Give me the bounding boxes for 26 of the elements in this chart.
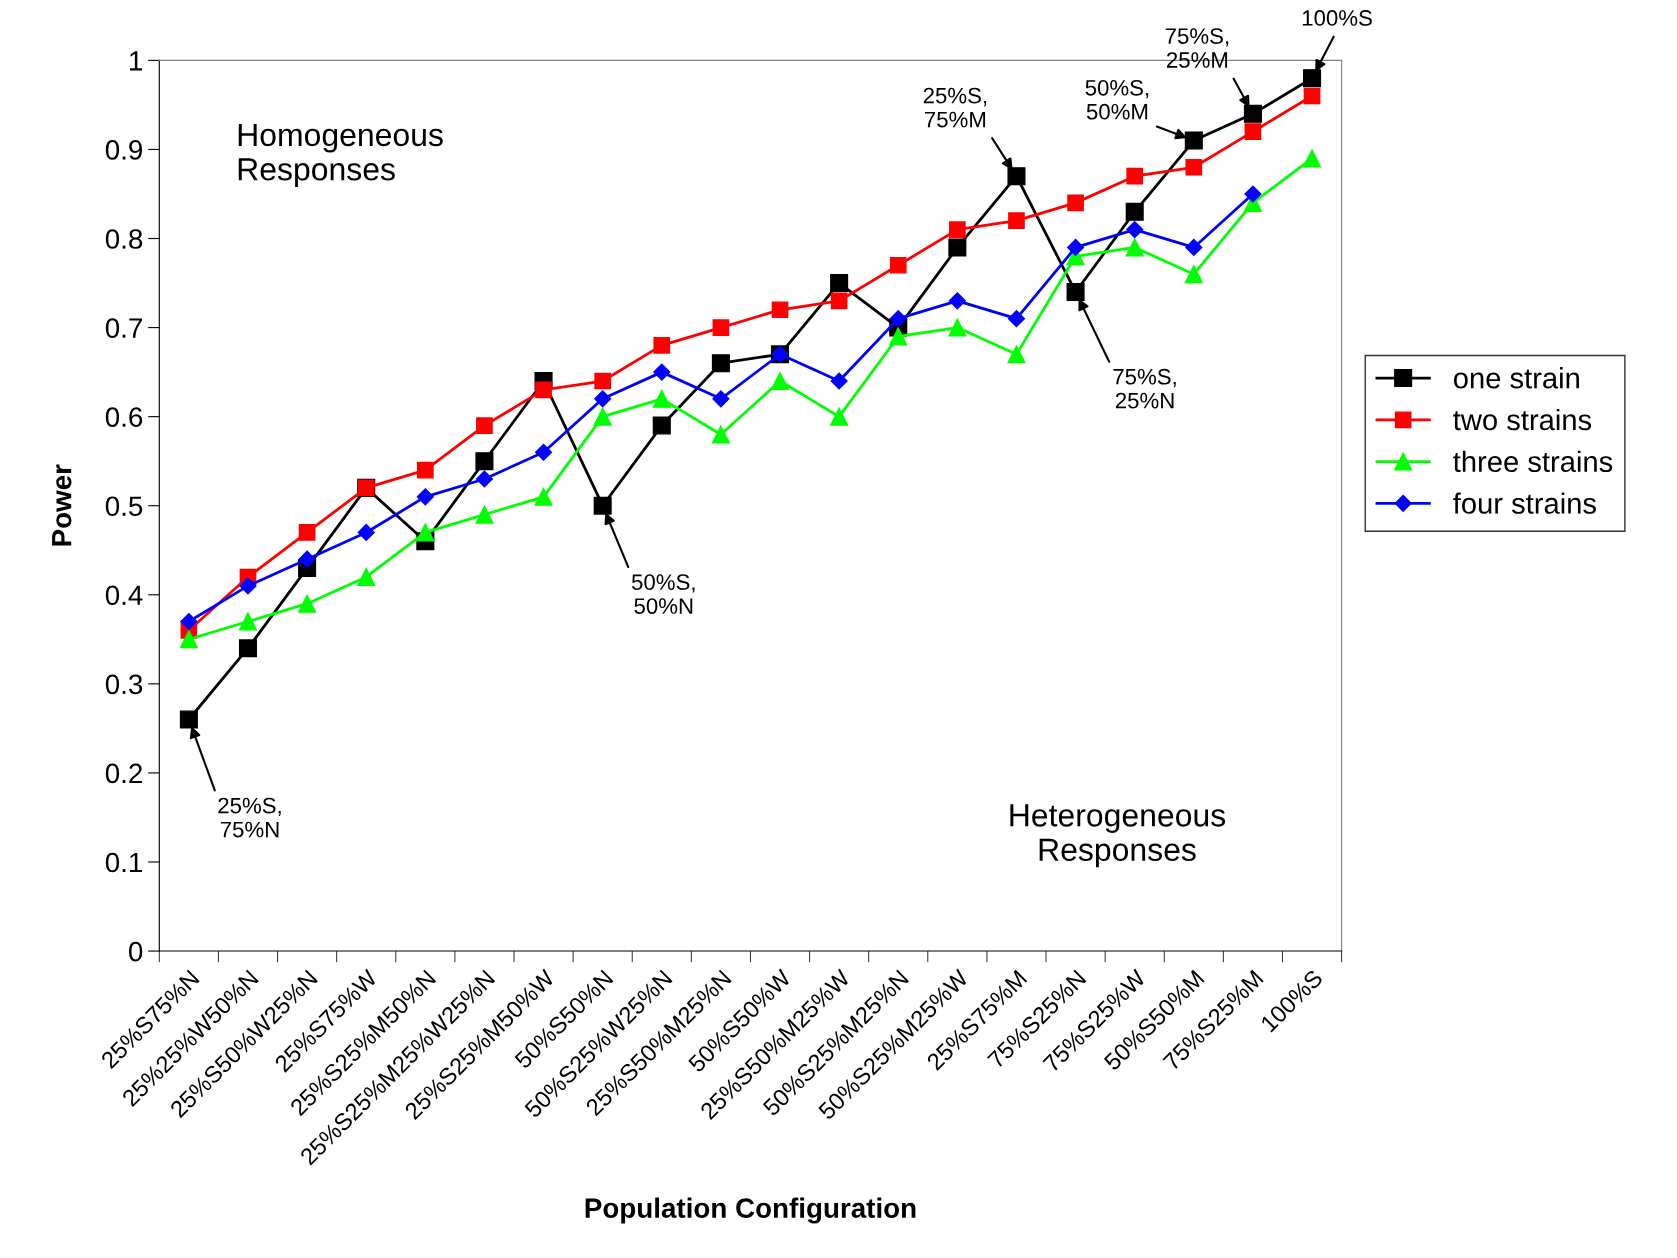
annotation: 75%S, 25%N — [1113, 368, 1176, 409]
legend-label: one strain — [1453, 367, 1579, 389]
annotation: 75%S, 25%M — [1165, 28, 1229, 68]
y-tick-label: 0 — [128, 941, 143, 962]
annotation: 100%S — [1302, 10, 1372, 26]
y-tick-label: 0.8 — [105, 229, 143, 249]
y-tick-label: 0.7 — [105, 318, 142, 338]
annotation: Heterogeneous Responses — [1010, 804, 1226, 868]
annotation: 50%S, 50%N — [631, 574, 695, 614]
y-tick-label: 0.9 — [105, 140, 143, 160]
y-tick-label: 0.1 — [105, 852, 142, 873]
y-tick-label: 0.3 — [105, 674, 143, 695]
legend-label: two strains — [1453, 408, 1592, 431]
annotation: 50%S, 50%M — [1085, 79, 1149, 120]
legend-label: four strains — [1453, 492, 1596, 514]
x-axis-title: Population Configuration — [585, 1197, 916, 1224]
annotation: 25%S, 75%N — [218, 797, 281, 838]
annotation: 25%S, 75%M — [923, 87, 987, 128]
y-tick-label: 1 — [130, 51, 142, 71]
legend-label: three strains — [1453, 450, 1613, 473]
y-tick-label: 0.2 — [105, 763, 142, 784]
annotation: Homogeneous Responses — [238, 123, 443, 187]
y-tick-label: 0.4 — [105, 585, 143, 606]
y-axis-title: Power — [52, 464, 72, 546]
y-tick-label: 0.6 — [105, 407, 143, 427]
y-tick-label: 0.5 — [105, 496, 143, 517]
